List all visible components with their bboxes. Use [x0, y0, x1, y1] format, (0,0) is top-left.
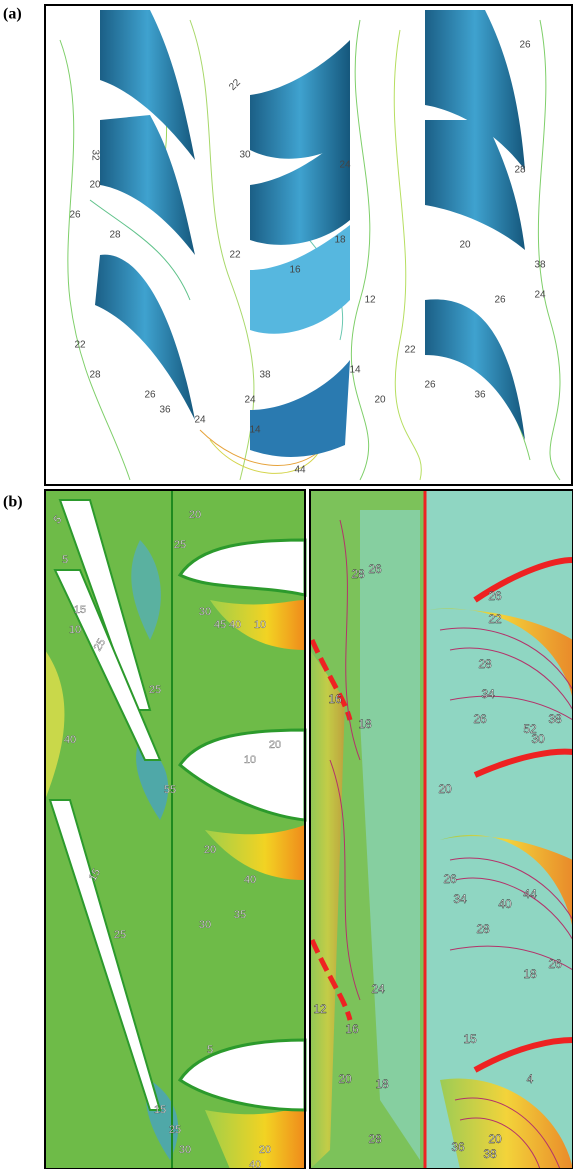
contour-label: 22 [74, 340, 86, 351]
contour-label: 20 [269, 739, 281, 751]
contour-label: 35 [234, 909, 246, 921]
contour-label: 18 [358, 717, 372, 731]
contour-label: 15 [463, 1032, 477, 1046]
contour-label: 26 [424, 380, 436, 391]
contour-label: 26 [368, 562, 382, 576]
contour-label: 38 [548, 712, 562, 726]
contour-label: 20 [488, 1132, 502, 1146]
contour-label: 22 [404, 345, 416, 356]
contour-label: 24 [194, 415, 206, 426]
contour-label: 15 [154, 1104, 166, 1116]
contour-label: 5 [62, 554, 68, 566]
contour-label: 4 [527, 1072, 534, 1086]
contour-label: 18 [334, 235, 346, 246]
contour-label: 26 [144, 390, 156, 401]
contour-label: 24 [339, 160, 351, 171]
contour-label: 26 [548, 957, 562, 971]
contour-label: 38 [534, 260, 546, 271]
contour-label: 22 [488, 612, 502, 626]
contour-label: 45 [214, 619, 226, 631]
page: (a) 223220262822282636243022163824144418… [0, 0, 573, 1169]
contour-label: 16 [289, 265, 301, 276]
contour-label: 20 [89, 180, 101, 191]
contour-label: 36 [474, 390, 486, 401]
contour-label: 44 [294, 465, 306, 476]
contour-label: 40 [249, 1159, 261, 1169]
contour-label: 25 [169, 1124, 181, 1136]
contour-label: 26 [473, 712, 487, 726]
contour-label: 22 [229, 250, 241, 261]
contour-label: 16 [328, 692, 342, 706]
contour-label: 20 [204, 844, 216, 856]
contour-label: 12 [364, 295, 376, 306]
contour-label: 18 [375, 1077, 389, 1091]
contour-label: 36 [159, 405, 171, 416]
contour-label: 10 [244, 754, 256, 766]
contour-label: 25 [114, 929, 126, 941]
contour-label: 20 [374, 395, 386, 406]
contour-label: 40 [244, 874, 256, 886]
left-field [45, 490, 305, 1169]
contour-label: 24 [534, 290, 546, 301]
contour-label: 32 [89, 149, 100, 161]
contour-label: 40 [498, 897, 512, 911]
contour-label: 20 [459, 240, 471, 251]
contour-label: 28 [89, 370, 101, 381]
right-field [310, 490, 573, 1169]
contour-label: 28 [109, 230, 121, 241]
figure: (a) 223220262822282636243022163824144418… [0, 0, 573, 1169]
contour-label: 10 [69, 624, 81, 636]
contour-label: 20 [259, 1144, 271, 1156]
contour-label: 30 [531, 732, 545, 746]
contour-label: 38 [259, 370, 271, 381]
contour-label: 30 [239, 150, 251, 161]
contour-label: 28 [368, 1132, 382, 1146]
panel-label: (b) [3, 494, 23, 511]
contour-label: 26 [494, 295, 506, 306]
contour-label: 30 [199, 919, 211, 931]
contour-label: 25 [149, 684, 161, 696]
contour-label: 20 [438, 782, 452, 796]
contour-label: 55 [164, 784, 176, 796]
contour-label: 26 [488, 589, 502, 603]
contour-label: 24 [371, 982, 385, 996]
contour-label: 40 [64, 734, 76, 746]
contour-label: 34 [453, 892, 467, 906]
contour-label: 36 [451, 1140, 465, 1154]
contour-label: 28 [514, 165, 526, 176]
contour-label: 28 [476, 922, 490, 936]
contour-label: 26 [443, 872, 457, 886]
contour-label: 12 [313, 1002, 327, 1016]
contour-label: 14 [249, 425, 261, 436]
contour-label: 30 [199, 606, 211, 618]
contour-label: 10 [254, 619, 266, 631]
contour-label: 5 [207, 1044, 213, 1056]
contour-label: 40 [229, 619, 241, 631]
contour-label: 28 [478, 657, 492, 671]
contour-label: 14 [349, 365, 361, 376]
contour-label: 16 [345, 1022, 359, 1036]
contour-label: 24 [244, 395, 256, 406]
contour-label: 30 [179, 1144, 191, 1156]
contour-label: 26 [519, 40, 531, 51]
contour-label: 15 [74, 604, 86, 616]
contour-label: 25 [174, 539, 186, 551]
contour-label: 20 [338, 1072, 352, 1086]
contour-label: 18 [523, 967, 537, 981]
panel-label: (a) [3, 6, 22, 23]
contour-label: 38 [483, 1147, 497, 1161]
contour-label: 28 [351, 567, 365, 581]
contour-label: 34 [481, 687, 495, 701]
contour-label: 26 [69, 210, 81, 221]
contour-label: 44 [523, 887, 537, 901]
contour-label: 20 [189, 509, 201, 521]
